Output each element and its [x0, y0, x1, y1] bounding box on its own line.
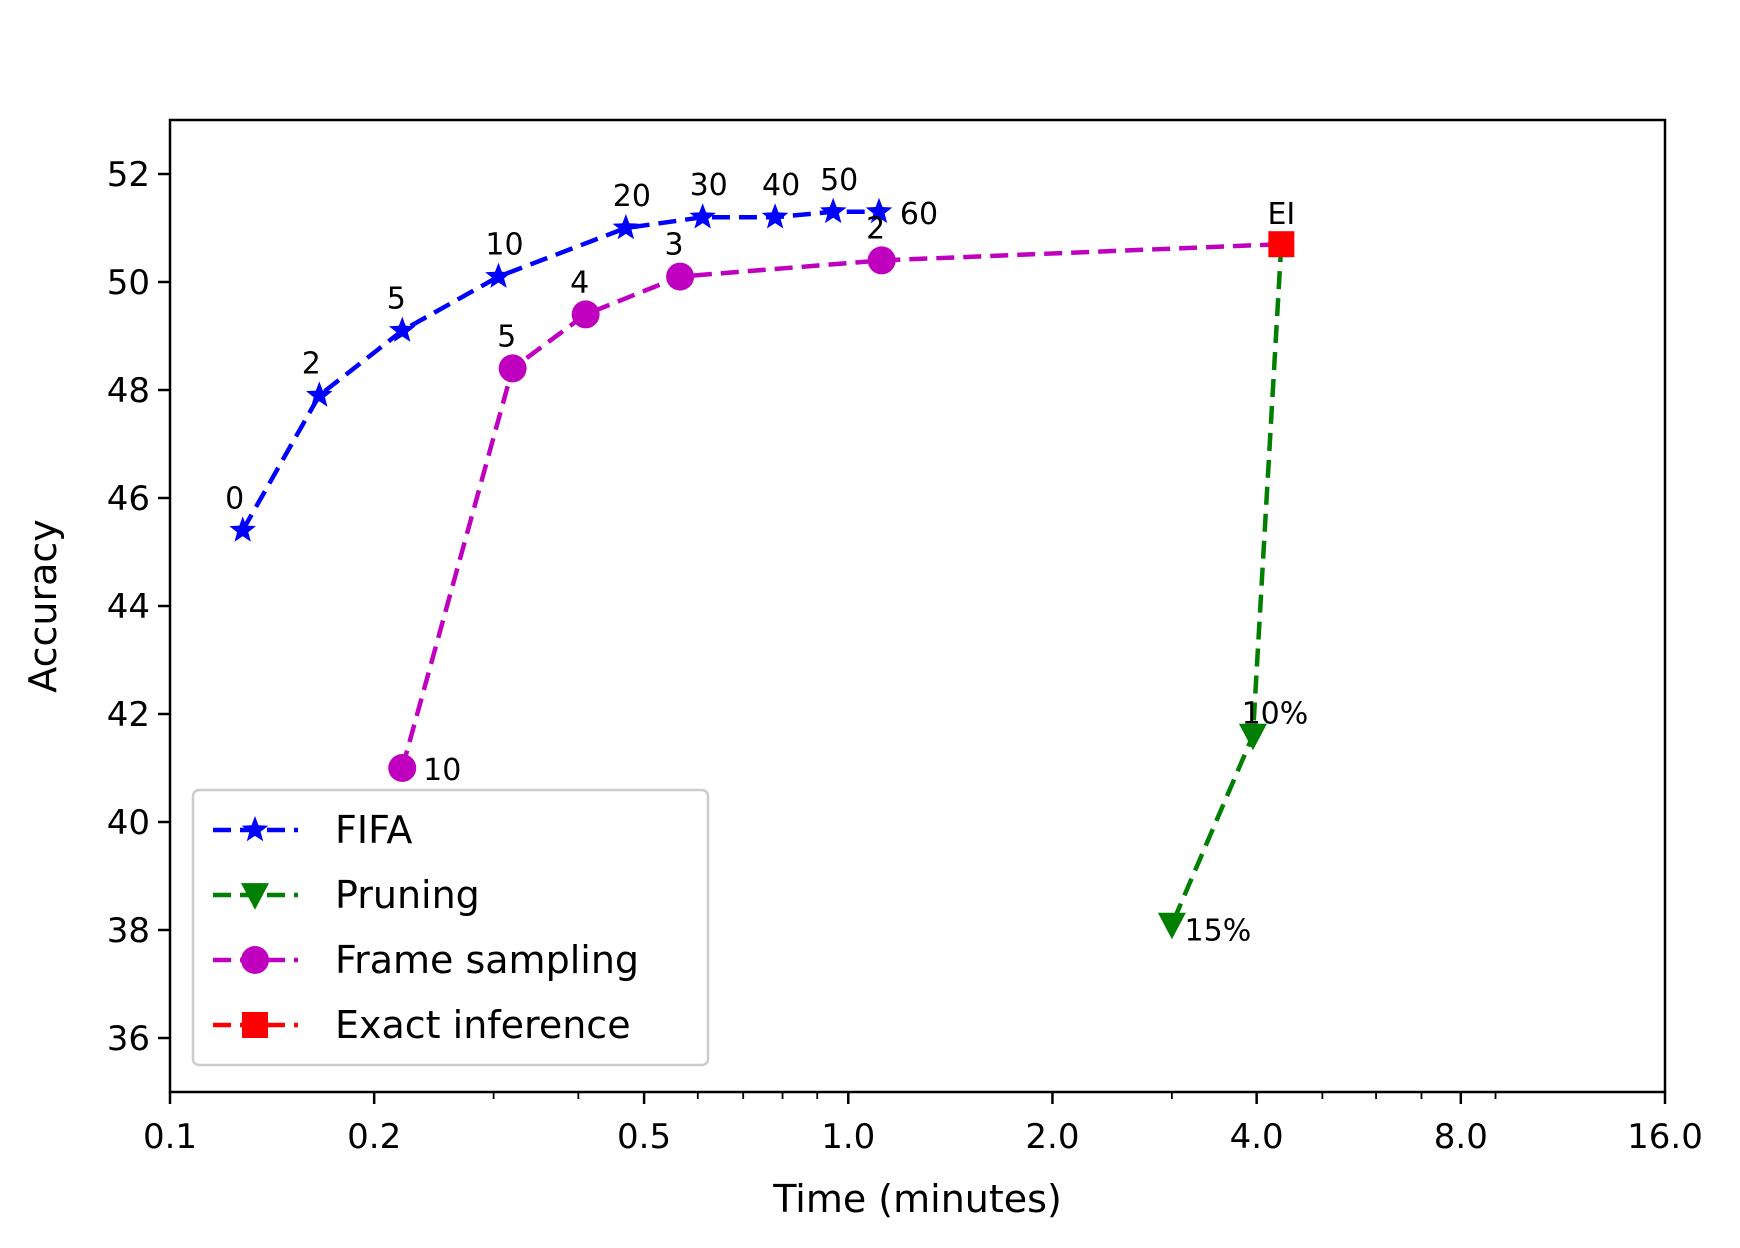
- series-line-fifa: [240, 209, 879, 532]
- point-label-frame-sampling: 3: [665, 228, 684, 263]
- y-tick-label: 36: [107, 1019, 150, 1059]
- point-fifa: [865, 197, 893, 224]
- legend: FIFA Pruning Frame sampling Exact inference: [191, 788, 710, 1067]
- y-tick-label: 50: [107, 263, 150, 303]
- legend-box: [191, 788, 710, 1067]
- series-frame-sampling: [388, 241, 1282, 782]
- point-fifa: [229, 516, 256, 542]
- point-label-fifa: 20: [613, 179, 651, 214]
- point-frame-sampling: [388, 754, 417, 782]
- x-tick-label: 2.0: [1025, 1117, 1079, 1157]
- y-tick-label: 44: [107, 587, 150, 627]
- legend-label-pruning: Pruning: [335, 873, 480, 917]
- legend-label-exact-inference: Exact inference: [335, 1003, 631, 1047]
- legend-marker-frame-sampling: [241, 946, 269, 974]
- legend-marker-exact-inference: [242, 1012, 268, 1038]
- point-label-frame-sampling: 10: [423, 753, 461, 788]
- legend-entry-frame-sampling: Frame sampling: [213, 938, 639, 982]
- point-label-frame-sampling: 5: [497, 319, 516, 354]
- point-pruning: [1238, 723, 1267, 751]
- point-frame-sampling: [666, 262, 695, 291]
- legend-entry-pruning: Pruning: [213, 873, 480, 917]
- point-label-frame-sampling: 4: [570, 265, 589, 300]
- y-tick-label: 46: [107, 479, 150, 519]
- point-frame-sampling: [571, 300, 600, 329]
- x-axis-title: Time (minutes): [772, 1177, 1062, 1221]
- y-tick-label: 42: [107, 695, 150, 735]
- legend-entry-exact-inference: Exact inference: [213, 1003, 631, 1047]
- point-fifa: [689, 203, 716, 229]
- point-label-pruning: 15%: [1185, 914, 1252, 949]
- point-exact-inference: [1268, 231, 1295, 258]
- point-labels-layer: 10 5 4 3 2 10% 15% 0 2 5 10 20 30 40 50 60 EI: [225, 163, 1308, 949]
- point-fifa: [819, 197, 847, 224]
- point-label-fifa: 0: [225, 481, 244, 516]
- point-frame-sampling: [498, 354, 527, 383]
- point-fifa: [761, 203, 789, 229]
- y-tick-label: 48: [107, 371, 150, 411]
- point-label-fifa: 5: [387, 282, 406, 317]
- series-pruning: [1157, 244, 1284, 940]
- legend-entry-fifa: FIFA: [213, 808, 412, 852]
- point-label-fifa: 30: [690, 168, 728, 203]
- legend-label-frame-sampling: Frame sampling: [335, 938, 639, 982]
- point-fifa: [612, 214, 640, 240]
- x-tick-label: 1.0: [821, 1117, 875, 1157]
- point-label-fifa: 40: [762, 168, 800, 203]
- point-fifa: [485, 262, 512, 288]
- x-tick-label: 8.0: [1434, 1117, 1488, 1157]
- legend-marker-fifa: [241, 816, 269, 842]
- legend-marker-pruning: [241, 883, 269, 910]
- y-axis-title: Accuracy: [21, 519, 65, 693]
- legend-label-fifa: FIFA: [335, 808, 412, 852]
- point-label-pruning: 10%: [1242, 697, 1309, 732]
- series-layer: [229, 197, 1295, 940]
- x-tick-label: 0.2: [347, 1117, 401, 1157]
- y-tick-label: 38: [107, 911, 150, 951]
- point-label-fifa: 10: [485, 228, 523, 263]
- point-pruning: [1157, 912, 1186, 940]
- x-tick-label: 16.0: [1627, 1117, 1703, 1157]
- point-label-fifa: 50: [820, 163, 858, 198]
- point-fifa: [306, 381, 333, 407]
- series-exact-inference: [1268, 231, 1295, 258]
- point-label-fifa: 60: [900, 197, 938, 232]
- series-line-frame-sampling: [400, 241, 1282, 769]
- point-label-exact-inference: EI: [1267, 197, 1295, 232]
- series-fifa: [229, 197, 893, 542]
- point-label-fifa: 2: [302, 346, 321, 381]
- x-tick-label: 0.1: [143, 1117, 197, 1157]
- x-tick-label: 4.0: [1230, 1117, 1284, 1157]
- point-label-frame-sampling: 2: [866, 211, 885, 246]
- point-frame-sampling: [867, 246, 896, 275]
- x-tick-label: 0.5: [617, 1117, 671, 1157]
- y-tick-label: 52: [107, 155, 150, 195]
- y-tick-label: 40: [107, 803, 150, 843]
- point-fifa: [388, 316, 416, 342]
